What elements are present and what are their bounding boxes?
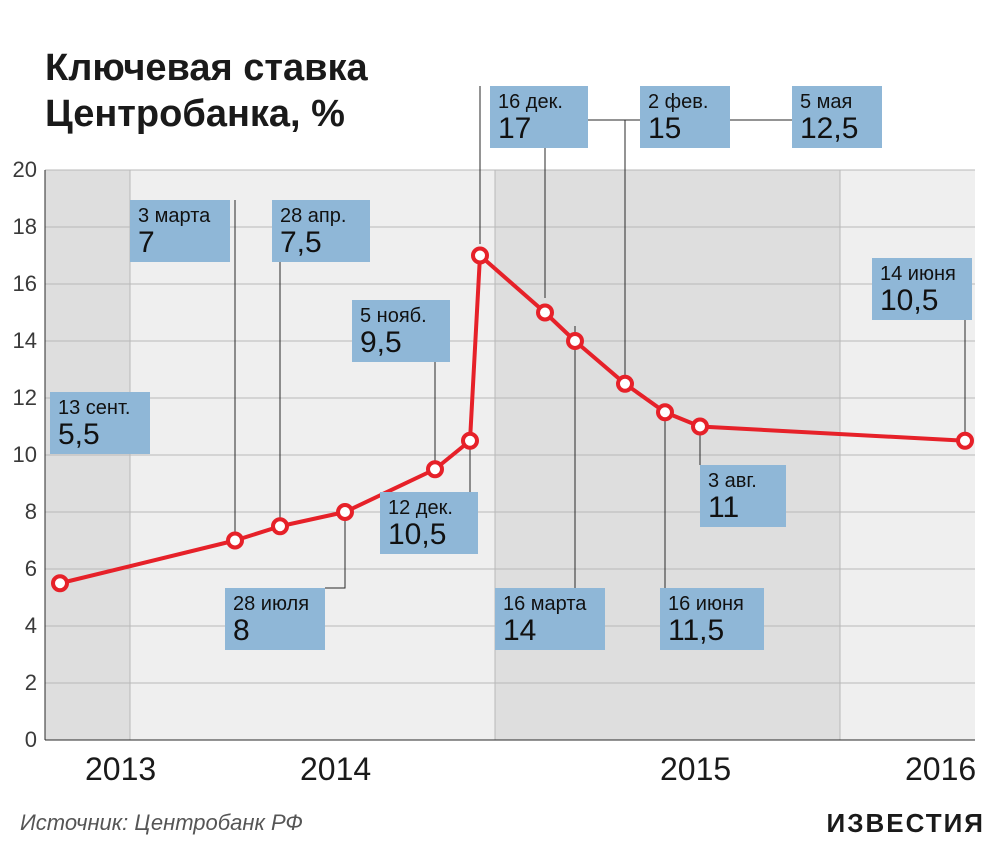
- callout-date: 16 марта: [503, 593, 587, 615]
- rate-point: [538, 306, 552, 320]
- chart-container: 2 4 6 8 10 12 14 16 18 20 0 2013 2014 2015 2016 Ключева…: [0, 0, 1000, 844]
- callout-value: 10,5: [388, 518, 446, 551]
- callout-value: 8: [233, 614, 250, 647]
- y-tick-label: 18: [13, 214, 37, 239]
- rate-point: [53, 576, 67, 590]
- x-year-label: 2013: [85, 751, 156, 787]
- logo-text: ИЗВЕСТИЯ: [827, 808, 985, 838]
- y-tick-label: 16: [13, 271, 37, 296]
- callout-value: 14: [503, 614, 536, 647]
- callout-date: 16 дек.: [498, 91, 563, 113]
- y-tick-label: 12: [13, 385, 37, 410]
- rate-point: [618, 377, 632, 391]
- y-tick-label: 10: [13, 442, 37, 467]
- callout-date: 28 июля: [233, 593, 309, 615]
- callout-date: 3 марта: [138, 205, 211, 227]
- chart-svg: 2 4 6 8 10 12 14 16 18 20 0 2013 2014 2015 2016 Ключева…: [0, 0, 1000, 844]
- y-tick-label: 4: [25, 613, 37, 638]
- rate-point: [428, 462, 442, 476]
- rate-point: [228, 534, 242, 548]
- y-tick-label: 8: [25, 499, 37, 524]
- rate-point: [958, 434, 972, 448]
- rate-point: [338, 505, 352, 519]
- rate-point: [463, 434, 477, 448]
- callout-value: 9,5: [360, 326, 402, 359]
- rate-point: [658, 405, 672, 419]
- source-text: Источник: Центробанк РФ: [20, 810, 303, 835]
- x-year-label: 2016: [905, 751, 976, 787]
- callout-value: 15: [648, 112, 681, 145]
- callout-date: 5 мая: [800, 91, 852, 113]
- rate-point: [693, 420, 707, 434]
- callout-date: 12 дек.: [388, 497, 453, 519]
- callout-value: 5,5: [58, 418, 100, 451]
- callout-date: 16 июня: [668, 593, 744, 615]
- rate-point: [473, 249, 487, 263]
- rate-point: [273, 519, 287, 533]
- x-year-label: 2014: [300, 751, 371, 787]
- y-tick-label: 2: [25, 670, 37, 695]
- y-tick-label: 14: [13, 328, 37, 353]
- callout-value: 12,5: [800, 112, 858, 145]
- callout-date: 2 фев.: [648, 91, 708, 113]
- x-year-label: 2015: [660, 751, 731, 787]
- callout-value: 7,5: [280, 226, 322, 259]
- y-tick-label: 20: [13, 157, 37, 182]
- chart-title-line1: Ключевая ставка: [45, 47, 369, 89]
- svg-text:0: 0: [25, 727, 37, 752]
- callout-value: 7: [138, 226, 155, 259]
- callout-date: 28 апр.: [280, 205, 346, 227]
- callout-value: 11,5: [668, 614, 724, 647]
- chart-title-line2: Центробанка, %: [45, 93, 345, 135]
- callout-date: 5 нояб.: [360, 305, 427, 327]
- callout-date: 14 июня: [880, 263, 956, 285]
- callout-value: 17: [498, 112, 531, 145]
- y-tick-label: 6: [25, 556, 37, 581]
- callout-value: 10,5: [880, 284, 938, 317]
- callout-date: 3 авг.: [708, 470, 757, 492]
- callout-value: 11: [708, 491, 739, 524]
- rate-point: [568, 334, 582, 348]
- callout-date: 13 сент.: [58, 397, 130, 419]
